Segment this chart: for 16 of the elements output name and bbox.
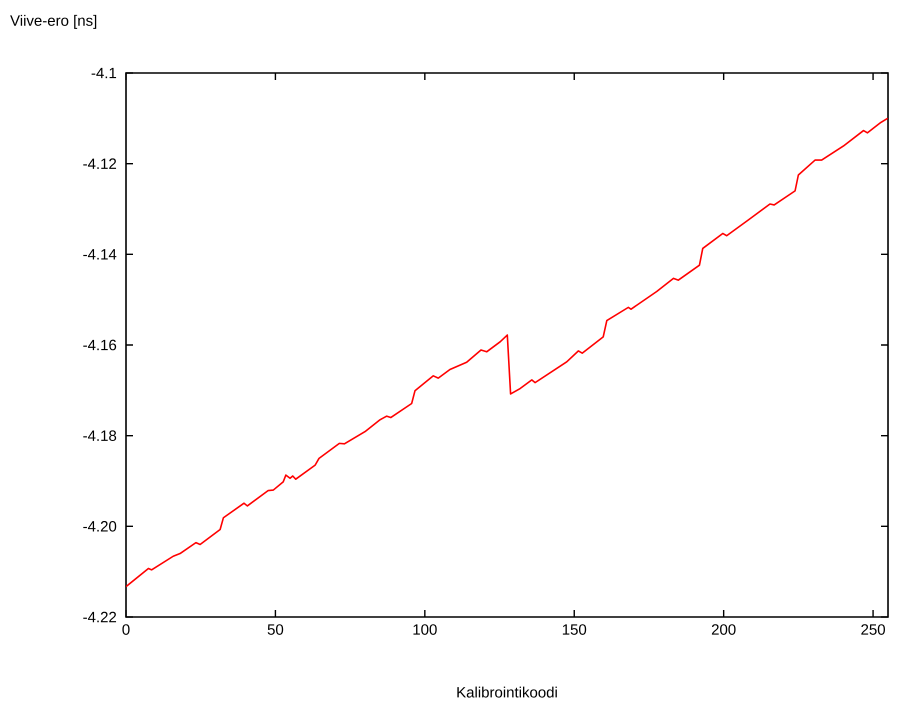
x-tick-label: 0 bbox=[122, 624, 130, 635]
x-tick-label: 250 bbox=[861, 624, 885, 635]
line-series bbox=[126, 118, 888, 588]
x-tick-label: 100 bbox=[413, 624, 437, 635]
y-tick-label: -4.16 bbox=[83, 340, 116, 350]
y-tick-label: -4.18 bbox=[83, 430, 116, 441]
y-tick-label: -4.12 bbox=[83, 158, 116, 169]
x-tick-label: 50 bbox=[268, 624, 284, 635]
x-axis-title: Kalibrointikoodi bbox=[457, 686, 557, 698]
x-tick-label: 150 bbox=[562, 624, 586, 635]
y-tick-label: -4.22 bbox=[83, 612, 116, 622]
y-tick-label: -4.1 bbox=[92, 68, 116, 78]
y-tick-label: -4.14 bbox=[83, 249, 116, 260]
x-tick-label: 200 bbox=[712, 624, 736, 635]
y-tick-label: -4.20 bbox=[83, 521, 116, 532]
y-axis-title: Viive-ero [ns] bbox=[10, 14, 96, 29]
